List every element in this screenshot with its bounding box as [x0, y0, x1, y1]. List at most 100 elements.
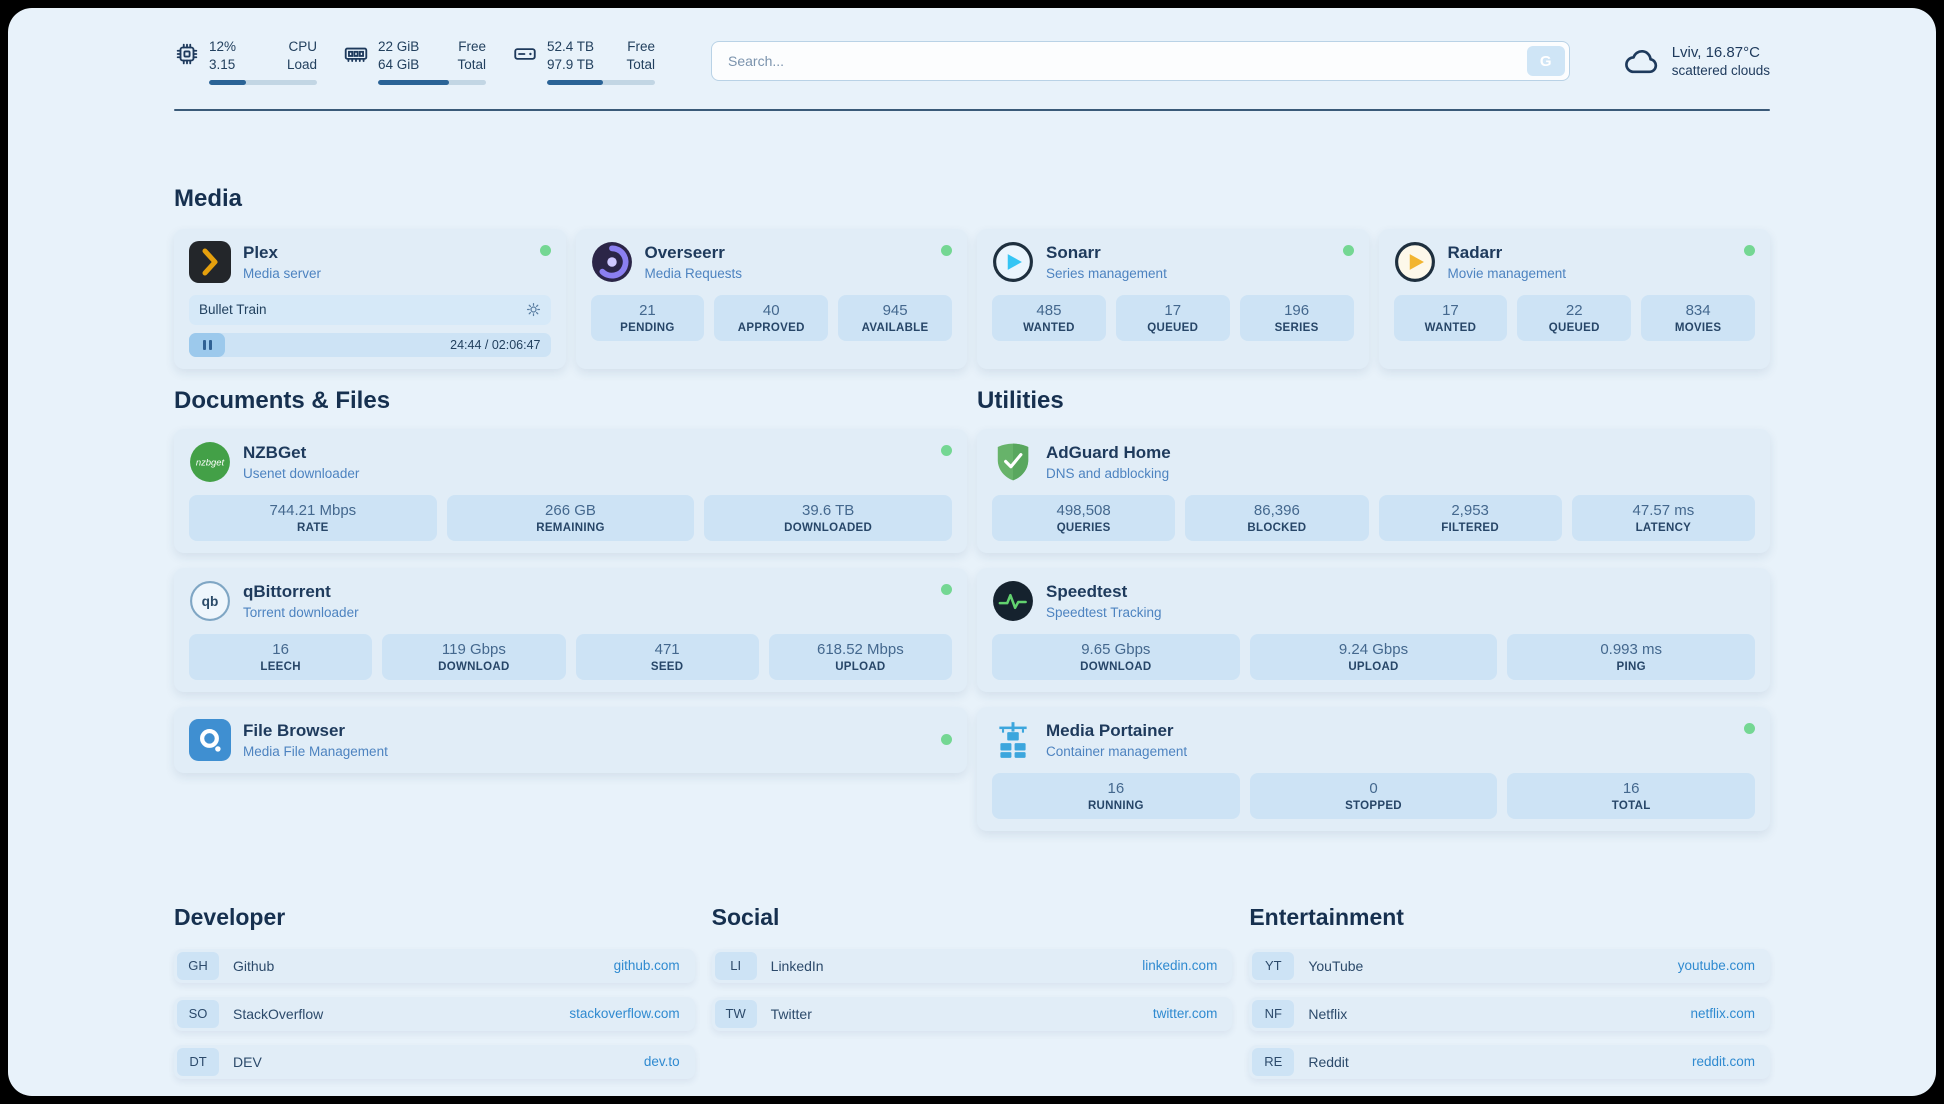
- ram-free-value: 22 GiB: [378, 39, 420, 54]
- stat-value: 0: [1369, 779, 1378, 797]
- app-card-plex[interactable]: Plex Media server Bullet Train: [174, 228, 566, 369]
- stat-value: 119 Gbps: [441, 640, 506, 658]
- stat-label: BLOCKED: [1247, 521, 1307, 534]
- stat-queued: 17 QUEUED: [1115, 294, 1230, 341]
- app-card-sonarr[interactable]: Sonarr Series management 485 WANTED 17 Q…: [977, 228, 1369, 369]
- link-url[interactable]: dev.to: [643, 1054, 680, 1070]
- link-name: DEV: [233, 1053, 262, 1070]
- weather-location: Lviv, 16.87°C: [1671, 44, 1760, 62]
- link-url[interactable]: youtube.com: [1677, 958, 1755, 974]
- link-name: StackOverflow: [233, 1005, 324, 1022]
- documents-section: Documents & Files nzbget NZBGet Usenet d…: [174, 387, 967, 846]
- stat-label: RATE: [297, 521, 329, 534]
- stat-queries: 498,508 QUERIES: [992, 494, 1176, 541]
- cpu-load-value: 3.15: [209, 56, 236, 72]
- disk-usage-bar: [547, 79, 655, 85]
- link-badge: YT: [1252, 951, 1295, 980]
- stat-label: UPLOAD: [835, 660, 886, 673]
- weather-condition: scattered clouds: [1671, 63, 1770, 79]
- header: 12% 3.15 CPU Load: [174, 38, 1770, 85]
- section-title-utilities: Utilities: [977, 386, 1064, 414]
- app-card-radarr[interactable]: Radarr Movie management 17 WANTED 22 QUE…: [1378, 228, 1770, 369]
- stat-download: 119 Gbps DOWNLOAD: [382, 633, 566, 680]
- stat-series: 196 SERIES: [1239, 294, 1354, 341]
- ram-widget: 22 GiB 64 GiB Free Total: [343, 38, 486, 85]
- stat-label: WANTED: [1023, 321, 1075, 334]
- stat-value: 9.65 Gbps: [1081, 640, 1151, 658]
- app-card-qbittorrent[interactable]: qb qBittorrent Torrent downloader 16 LEE…: [174, 567, 967, 692]
- link-url[interactable]: github.com: [613, 958, 680, 974]
- playback-time: 24:44 / 02:06:47: [450, 337, 541, 352]
- svg-text:nzbget: nzbget: [196, 457, 225, 468]
- stat-value: 47.57 ms: [1632, 501, 1695, 519]
- status-dot: [539, 244, 551, 256]
- app-card-portainer[interactable]: Media Portainer Container management 16 …: [977, 706, 1770, 831]
- link-badge: NF: [1252, 999, 1295, 1028]
- app-card-nzbget[interactable]: nzbget NZBGet Usenet downloader 744.21 M…: [174, 428, 967, 553]
- link-url[interactable]: stackoverflow.com: [569, 1006, 680, 1022]
- ram-total-label: Total: [457, 56, 486, 72]
- stat-label: APPROVED: [737, 321, 805, 334]
- stat-label: RUNNING: [1087, 799, 1144, 812]
- cpu-usage-bar: [209, 79, 317, 85]
- stat-approved: 40 APPROVED: [714, 294, 829, 341]
- status-dot: [941, 444, 952, 456]
- section-title-media: Media: [174, 184, 243, 212]
- link-linkedin[interactable]: LI LinkedIn linkedin.com: [711, 948, 1233, 983]
- link-twitter[interactable]: TW Twitter twitter.com: [711, 996, 1233, 1031]
- now-playing-title: Bullet Train: [199, 302, 267, 318]
- stat-value: 40: [762, 301, 780, 319]
- app-card-adguard[interactable]: AdGuard Home DNS and adblocking 498,508 …: [977, 428, 1770, 553]
- search-input[interactable]: [711, 41, 1570, 82]
- stat-rate: 744.21 Mbps RATE: [189, 494, 437, 541]
- gear-icon[interactable]: [526, 302, 541, 317]
- link-url[interactable]: linkedin.com: [1142, 958, 1218, 974]
- plex-icon: [189, 240, 231, 283]
- app-subtitle: Torrent downloader: [243, 604, 359, 620]
- link-name: LinkedIn: [770, 957, 824, 974]
- disk-icon: [512, 41, 538, 67]
- stat-label: UPLOAD: [1348, 660, 1399, 673]
- adguard-icon: [992, 441, 1034, 483]
- stat-wanted: 17 WANTED: [1393, 294, 1508, 341]
- svg-text:qb: qb: [202, 594, 219, 609]
- app-subtitle: Speedtest Tracking: [1046, 604, 1162, 620]
- status-dot: [1744, 722, 1755, 734]
- link-reddit[interactable]: RE Reddit reddit.com: [1249, 1044, 1770, 1079]
- stat-value: 17: [1164, 301, 1182, 319]
- link-github[interactable]: GH Github github.com: [174, 948, 695, 983]
- stat-label: DOWNLOADED: [784, 521, 873, 534]
- app-subtitle: Media File Management: [243, 743, 388, 759]
- link-dev[interactable]: DT DEV dev.to: [174, 1044, 695, 1079]
- stat-label: DOWNLOAD: [438, 660, 510, 673]
- sonarr-icon: [992, 241, 1034, 283]
- link-url[interactable]: netflix.com: [1690, 1006, 1755, 1022]
- disk-total-value: 97.9 TB: [547, 56, 595, 72]
- app-card-filebrowser[interactable]: File Browser Media File Management: [174, 706, 967, 773]
- app-name: Media Portainer: [1046, 720, 1174, 740]
- app-card-speedtest[interactable]: Speedtest Speedtest Tracking 9.65 Gbps D…: [977, 567, 1770, 692]
- speedtest-icon: [992, 580, 1034, 622]
- stat-value: 86,396: [1253, 501, 1300, 519]
- app-name: AdGuard Home: [1046, 442, 1171, 462]
- link-stackoverflow[interactable]: SO StackOverflow stackoverflow.com: [174, 996, 695, 1031]
- disk-free-label: Free: [627, 39, 655, 54]
- developer-links-section: Developer GH Github github.com SO StackO…: [174, 904, 695, 1093]
- search-engine-button[interactable]: G: [1526, 46, 1565, 77]
- ram-icon: [343, 41, 369, 67]
- now-playing-row: Bullet Train: [189, 294, 551, 325]
- stat-remaining: 266 GB REMAINING: [446, 494, 695, 541]
- link-url[interactable]: twitter.com: [1152, 1006, 1218, 1022]
- stat-value: 16: [1107, 779, 1125, 797]
- stat-value: 9.24 Gbps: [1338, 640, 1409, 658]
- stat-total: 16 TOTAL: [1507, 772, 1755, 819]
- link-url[interactable]: reddit.com: [1691, 1054, 1755, 1070]
- cpu-label: CPU: [288, 39, 317, 54]
- app-card-overseerr[interactable]: Overseerr Media Requests 21 PENDING 40 A…: [575, 228, 967, 369]
- filebrowser-icon: [189, 718, 231, 761]
- stat-value: 39.6 TB: [802, 501, 855, 519]
- link-name: YouTube: [1308, 957, 1364, 974]
- pause-button[interactable]: [189, 332, 225, 357]
- link-netflix[interactable]: NF Netflix netflix.com: [1249, 996, 1770, 1031]
- link-youtube[interactable]: YT YouTube youtube.com: [1249, 948, 1770, 983]
